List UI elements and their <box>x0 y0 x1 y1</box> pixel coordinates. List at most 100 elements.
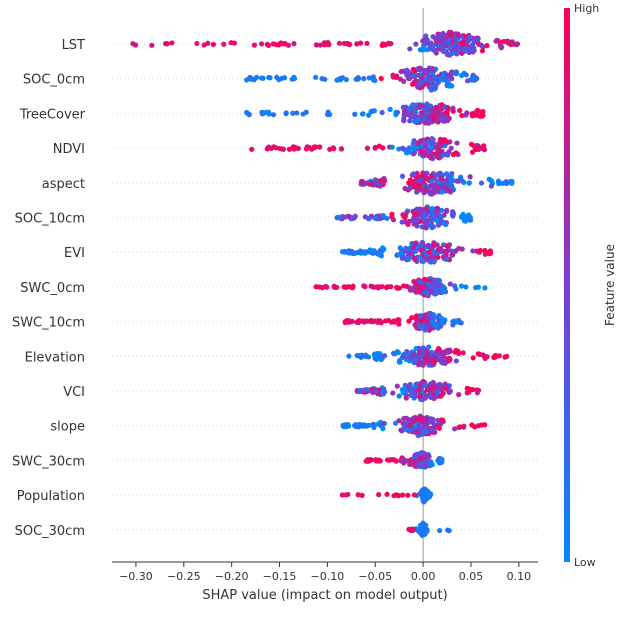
shap-point <box>251 42 257 48</box>
shap-point <box>350 283 356 289</box>
shap-point <box>406 318 412 324</box>
shap-point <box>291 41 297 47</box>
shap-point <box>366 75 372 81</box>
shap-point <box>426 459 432 465</box>
shap-point <box>423 429 429 435</box>
shap-point <box>389 144 395 150</box>
shap-point <box>441 184 447 191</box>
shap-point <box>355 74 361 81</box>
shap-point <box>445 527 451 533</box>
shap-point <box>361 76 367 82</box>
feature-dots-SWC_0cm <box>313 276 488 299</box>
shap-point <box>407 46 413 52</box>
shap-point <box>420 284 426 290</box>
shap-point <box>367 457 374 463</box>
shap-point <box>407 287 413 293</box>
shap-point <box>362 250 368 256</box>
shap-point <box>413 41 419 47</box>
shap-point <box>344 41 350 47</box>
shap-point <box>375 285 381 291</box>
shap-point <box>492 352 499 359</box>
shap-point <box>470 355 476 361</box>
shap-point <box>422 186 428 192</box>
shap-point <box>370 284 376 290</box>
shap-point <box>428 289 434 295</box>
shap-point <box>417 72 423 78</box>
shap-point <box>258 75 265 81</box>
shap-point <box>401 254 407 260</box>
shap-point <box>459 40 465 47</box>
shap-point <box>444 243 450 249</box>
shap-point <box>417 360 423 366</box>
shap-point <box>360 111 366 117</box>
shap-point <box>388 40 394 47</box>
shap-point <box>419 494 426 501</box>
shap-point <box>440 254 446 260</box>
shap-point <box>327 146 333 152</box>
shap-point <box>448 178 454 184</box>
shap-point <box>488 183 494 189</box>
shap-point <box>266 111 272 117</box>
shap-point <box>441 219 447 225</box>
shap-point <box>430 379 436 386</box>
shap-point <box>418 138 424 144</box>
shap-point <box>458 283 465 289</box>
shap-point <box>428 259 434 265</box>
shap-point <box>371 424 377 431</box>
shap-point <box>221 41 227 47</box>
shap-point <box>430 242 437 248</box>
shap-point <box>478 180 485 186</box>
shap-point <box>450 211 457 217</box>
shap-point <box>473 146 480 152</box>
shap-point <box>149 42 155 48</box>
shap-point <box>398 427 404 433</box>
shap-point <box>409 103 415 109</box>
shap-point <box>447 356 453 363</box>
shap-point <box>450 108 456 114</box>
feature-label-aspect: aspect <box>42 177 85 192</box>
shap-point <box>396 252 403 258</box>
shap-point <box>459 72 465 79</box>
shap-point <box>373 458 379 464</box>
shap-point <box>409 315 415 321</box>
shap-point <box>358 353 364 359</box>
shap-point <box>430 419 436 425</box>
x-tick-label: −0.20 <box>215 570 249 583</box>
shap-point <box>394 348 400 355</box>
shap-point <box>388 319 395 325</box>
feature-dots-SOC_0cm <box>244 65 480 93</box>
shap-point <box>401 78 407 84</box>
feature-label-SOC_0cm: SOC_0cm <box>23 73 85 88</box>
shap-point <box>444 248 450 254</box>
shap-point <box>428 144 434 150</box>
shap-point <box>396 393 402 399</box>
shap-point <box>429 206 435 212</box>
shap-point <box>416 349 423 355</box>
shap-point <box>407 417 413 423</box>
shap-point <box>461 424 467 430</box>
shap-point <box>455 178 462 184</box>
shap-point <box>474 112 480 118</box>
shap-point <box>362 387 369 393</box>
shap-point <box>381 421 387 427</box>
shap-point <box>448 32 454 38</box>
shap-point <box>471 39 477 45</box>
shap-point <box>452 283 458 289</box>
shap-point <box>205 40 211 46</box>
shap-point <box>385 284 391 290</box>
shap-point <box>359 492 365 498</box>
shap-point <box>210 41 217 48</box>
shap-point <box>415 421 421 427</box>
shap-point <box>438 248 445 255</box>
shap-point <box>393 492 399 498</box>
shap-point <box>447 188 453 195</box>
shap-point <box>365 318 371 324</box>
shap-point <box>419 456 426 462</box>
shap-point <box>426 149 432 155</box>
shap-point <box>443 48 449 55</box>
shap-point <box>431 430 437 436</box>
shap-point <box>475 351 481 357</box>
shap-point <box>432 47 438 54</box>
x-axis-ticks: −0.30 −0.25 −0.20 −0.15 −0.10 −0.05 0.00 0.05 0.… <box>119 562 531 583</box>
shap-point <box>373 180 379 186</box>
